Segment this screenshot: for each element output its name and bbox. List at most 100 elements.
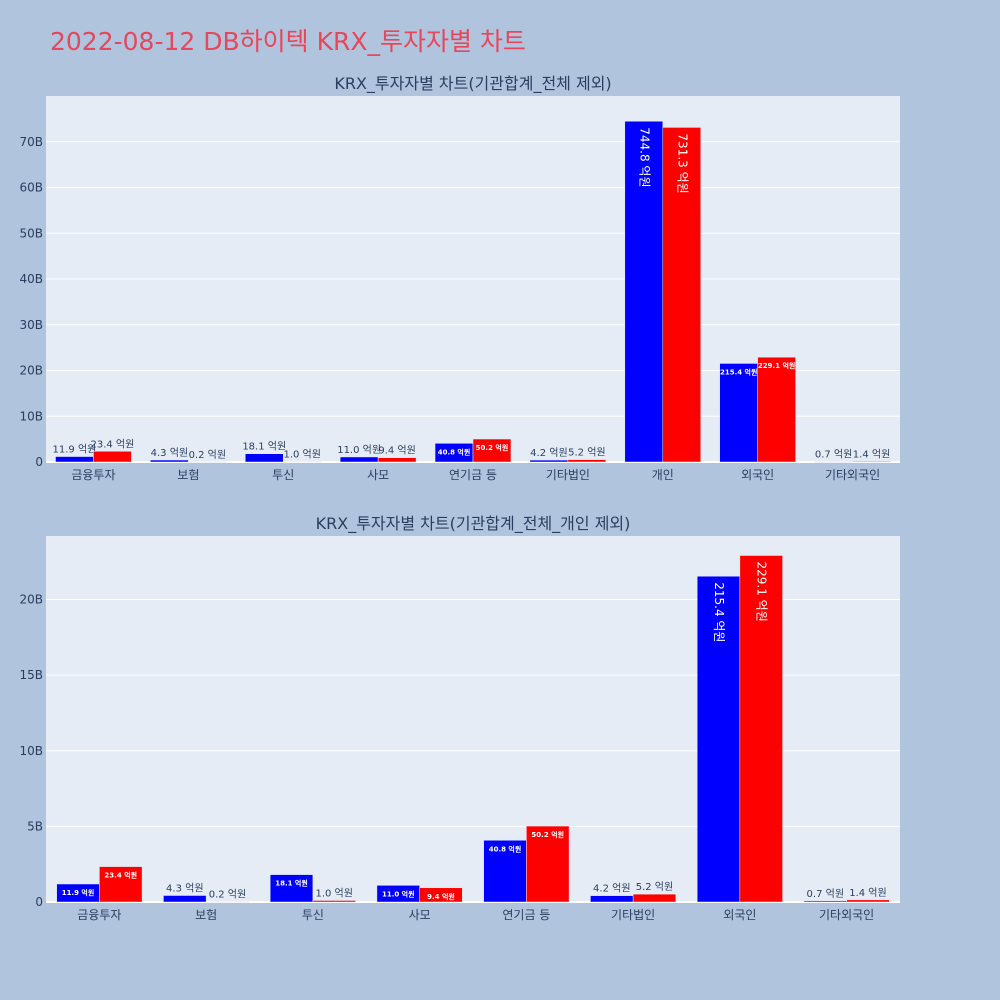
data-label: 9.4 억원	[378, 445, 415, 457]
bar-chart-bottom: KRX_투자자별 차트(기관합계_전체_개인 제외) 0 5B 10B 15B 20B 금융…	[19, 514, 900, 922]
bar	[803, 900, 847, 903]
data-label: 215.4 억원	[712, 582, 726, 642]
bar	[377, 457, 417, 463]
bar	[150, 459, 189, 463]
bar	[846, 899, 890, 903]
y-tick-label: 0	[35, 455, 43, 469]
data-label: 731.3 억원	[675, 133, 689, 193]
data-label: 40.8 억원	[438, 447, 471, 456]
x-tick-label: 기타외국인	[819, 908, 874, 922]
data-label: 11.0 억원	[382, 889, 415, 898]
bar	[282, 461, 322, 463]
data-label: 5.2 억원	[568, 447, 605, 459]
data-label: 11.9 억원	[62, 888, 95, 897]
bar	[483, 840, 527, 903]
bar	[852, 461, 891, 463]
bar	[55, 456, 94, 463]
x-tick-label: 기타법인	[546, 468, 590, 482]
bar	[163, 895, 207, 903]
data-label: 0.7 억원	[807, 888, 844, 900]
bar	[590, 895, 634, 903]
data-label: 4.3 억원	[151, 447, 188, 459]
x-tick-label: 사모	[409, 908, 431, 922]
bar	[339, 456, 379, 463]
data-label: 40.8 억원	[489, 844, 522, 853]
bar	[188, 461, 227, 463]
chart-title: KRX_투자자별 차트(기관합계_전체 제외)	[334, 74, 611, 94]
data-label: 1.4 억원	[853, 448, 890, 460]
y-tick-label: 30B	[19, 318, 43, 332]
bar	[419, 887, 463, 903]
bar	[269, 874, 314, 903]
data-label: 11.0 억원	[337, 444, 381, 456]
y-tick-label: 10B	[19, 409, 43, 423]
data-label: 1.0 억원	[315, 887, 352, 899]
x-tick-label: 투신	[302, 908, 324, 922]
y-tick-label: 40B	[19, 272, 43, 286]
y-tick-label: 70B	[19, 135, 43, 149]
data-label: 1.0 억원	[283, 449, 320, 461]
data-label: 23.4 억원	[104, 871, 137, 880]
bar	[472, 438, 512, 463]
x-tick-label: 금융투자	[71, 468, 115, 482]
x-tick-label: 연기금 등	[449, 468, 497, 482]
chart-title: KRX_투자자별 차트(기관합계_전체_개인 제외)	[316, 514, 631, 534]
x-tick-label: 사모	[367, 468, 389, 482]
data-label: 229.1 억원	[758, 361, 795, 370]
data-label: 1.4 억원	[849, 887, 886, 899]
data-label: 5.2 억원	[636, 881, 673, 893]
data-label: 50.2 억원	[476, 443, 509, 452]
bar	[739, 555, 783, 903]
data-label: 4.2 억원	[530, 447, 567, 459]
y-tick-label: 5B	[27, 819, 43, 833]
bar	[312, 900, 356, 903]
bar	[205, 901, 250, 903]
bar	[99, 866, 143, 903]
y-tick-label: 60B	[19, 181, 43, 195]
y-tick-label: 15B	[19, 668, 43, 682]
x-tick-label: 기타외국인	[825, 468, 880, 482]
bar	[529, 459, 569, 463]
x-tick-label: 연기금 등	[502, 908, 550, 922]
bar	[662, 127, 701, 463]
bar	[624, 121, 664, 463]
data-label: 11.9 억원	[53, 444, 97, 456]
data-label: 4.2 억원	[593, 883, 630, 895]
data-label: 23.4 억원	[90, 438, 134, 450]
data-label: 9.4 억원	[427, 892, 455, 901]
data-label: 229.1 억원	[755, 562, 769, 622]
bar	[719, 363, 758, 463]
y-tick-label: 20B	[19, 593, 43, 607]
data-label: 4.3 억원	[166, 882, 203, 894]
data-label: 50.2 억원	[531, 830, 564, 839]
data-label: 0.7 억원	[815, 449, 852, 461]
y-tick-label: 20B	[19, 364, 43, 378]
data-label: 18.1 억원	[242, 441, 286, 453]
x-tick-label: 외국인	[741, 468, 774, 482]
x-tick-label: 보험	[195, 908, 217, 922]
data-label: 215.4 억원	[720, 367, 757, 376]
x-tick-label: 보험	[177, 468, 199, 482]
x-tick-label: 투신	[272, 468, 294, 482]
x-tick-label: 기타법인	[611, 908, 655, 922]
page-title: 2022-08-12 DB하이텍 KRX_투자자별 차트	[50, 27, 526, 56]
data-label: 0.2 억원	[209, 889, 246, 901]
bar	[526, 825, 570, 903]
bar	[567, 459, 607, 463]
x-tick-label: 개인	[652, 468, 674, 482]
data-label: 18.1 억원	[275, 879, 308, 888]
data-label: 0.2 억원	[189, 449, 226, 461]
bar	[814, 461, 853, 463]
data-label: 744.8 억원	[637, 127, 651, 187]
y-tick-label: 10B	[19, 744, 43, 758]
bar	[632, 893, 677, 903]
x-tick-label: 금융투자	[77, 908, 121, 922]
bar	[93, 451, 132, 463]
x-tick-label: 외국인	[723, 908, 756, 922]
bar	[245, 453, 284, 463]
y-tick-label: 0	[35, 895, 43, 909]
bar	[757, 356, 796, 463]
y-tick-label: 50B	[19, 226, 43, 240]
bar	[696, 575, 741, 903]
bar-chart-top: KRX_투자자별 차트(기관합계_전체 제외) 0 10B 20B 30B 40B 50B 6…	[19, 74, 900, 482]
